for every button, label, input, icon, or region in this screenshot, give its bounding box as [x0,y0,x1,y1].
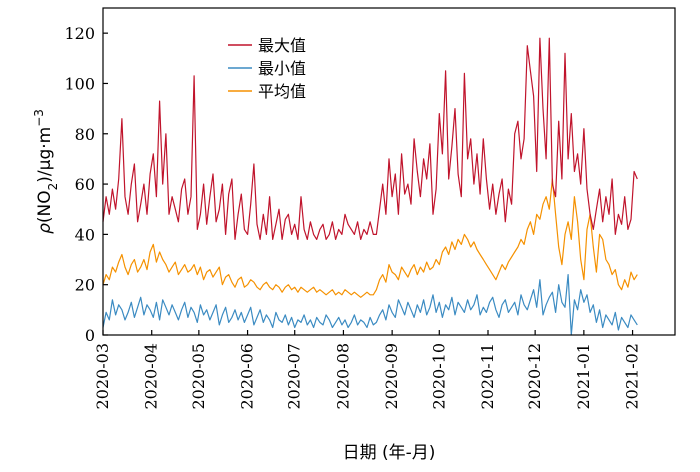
series-line-2 [102,178,638,298]
y-tick-label: 60 [75,175,95,194]
x-tick-label: 2020-11 [478,343,497,409]
y-title-open: (NO [35,190,55,223]
x-tick-label: 2020-05 [189,343,208,409]
x-tick-label: 2020-10 [429,343,448,409]
x-tick-label: 2020-06 [238,343,257,409]
x-tick-label: 2021-02 [623,343,642,409]
x-tick-label: 2020-08 [333,343,352,409]
x-tick-label: 2020-12 [525,343,544,409]
y-axis-title: ρ(NO2)/μg·m−3 [32,109,60,234]
y-title-mid: )/μg·m [35,127,55,183]
x-tick-label: 2020-09 [382,343,401,409]
y-tick-label: 40 [75,225,95,244]
legend-label: 最小值 [258,59,306,78]
legend-label: 平均值 [258,82,306,101]
series-line-1 [102,274,638,336]
y-tick-label: 80 [75,125,95,144]
y-title-sup: −3 [32,109,46,127]
y-title-sub: 2 [46,183,60,191]
y-tick-label: 20 [75,276,95,295]
x-tick-label: 2020-07 [285,343,304,409]
series-line-0 [102,37,638,240]
y-title-rho: ρ [35,223,55,234]
y-tick-label: 100 [64,74,95,93]
series-layer [102,37,638,336]
x-tick-label: 2021-01 [574,343,593,409]
y-tick-label: 0 [85,326,95,345]
x-tick-label: 2020-03 [93,343,112,409]
x-axis-title: 日期 (年-月) [343,443,436,463]
plot-frame [102,7,676,336]
y-tick-label: 120 [64,24,95,43]
legend-label: 最大值 [258,36,306,55]
ticks-layer: 0 20 40 60 80 100 120 2020-03 2020-04 2020-05 2020… [64,24,641,409]
x-tick-label: 2020-04 [142,343,161,409]
